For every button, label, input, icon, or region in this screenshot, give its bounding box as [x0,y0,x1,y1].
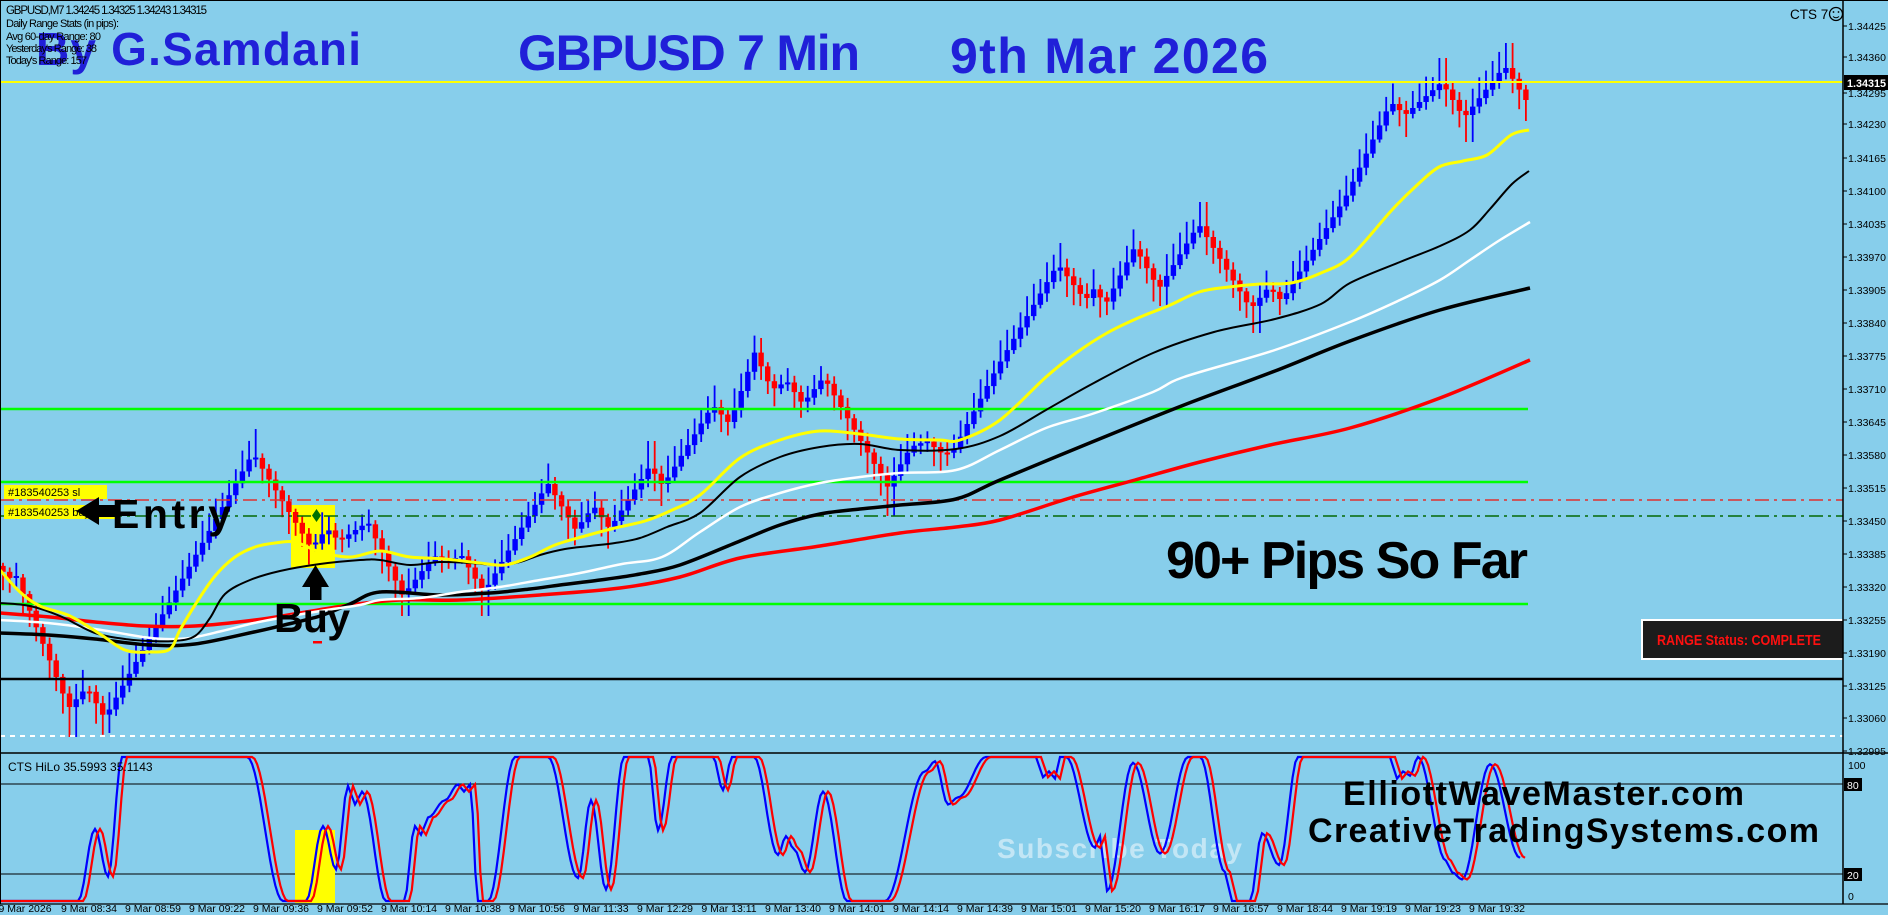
svg-text:1.33970: 1.33970 [1848,252,1886,264]
svg-text:9 Mar 19:19: 9 Mar 19:19 [1341,903,1397,915]
svg-text:1.34100: 1.34100 [1848,186,1886,198]
svg-text:9 Mar 08:59: 9 Mar 08:59 [125,903,181,915]
svg-text:Yesterday's Range: 38: Yesterday's Range: 38 [6,43,97,55]
svg-text:Today's Range: 157: Today's Range: 157 [6,55,87,67]
svg-text:ElliottWaveMaster.com: ElliottWaveMaster.com [1343,775,1744,813]
svg-text:9 Mar 09:36: 9 Mar 09:36 [253,903,309,915]
svg-text:Daily Range Stats (in pips):: Daily Range Stats (in pips): [6,18,119,30]
svg-text:9 Mar 09:22: 9 Mar 09:22 [189,903,245,915]
svg-text:GBPUSD 7 Min: GBPUSD 7 Min [518,25,860,81]
svg-text:By G.Samdani: By G.Samdani [36,23,361,75]
svg-text:20: 20 [1847,870,1859,882]
svg-text:1.33255: 1.33255 [1848,615,1886,627]
svg-text:9 Mar 15:01: 9 Mar 15:01 [1021,903,1077,915]
svg-text:9 Mar 10:56: 9 Mar 10:56 [509,903,565,915]
svg-text:1.34315: 1.34315 [1847,78,1886,90]
svg-text:9 Mar 13:11: 9 Mar 13:11 [701,903,756,915]
svg-text:1.33515: 1.33515 [1848,483,1886,495]
svg-text:1.33840: 1.33840 [1848,318,1886,330]
svg-text:CTS HiLo 35.5993 35.1143: CTS HiLo 35.5993 35.1143 [8,760,153,774]
svg-text:Avg 60-day Range: 80: Avg 60-day Range: 80 [6,31,101,43]
svg-text:1.34295: 1.34295 [1848,88,1886,100]
svg-text:1.33775: 1.33775 [1848,351,1886,363]
svg-text:9 Mar 2026: 9 Mar 2026 [0,903,52,915]
svg-text:9 Mar 14:39: 9 Mar 14:39 [957,903,1013,915]
svg-text:9 Mar 10:38: 9 Mar 10:38 [445,903,501,915]
svg-text:Entry: Entry [112,491,231,537]
svg-text:1.33580: 1.33580 [1848,450,1886,462]
svg-text:9 Mar 08:34: 9 Mar 08:34 [61,903,117,915]
svg-text:9 Mar 09:52: 9 Mar 09:52 [317,903,373,915]
svg-text:#183540253 sl: #183540253 sl [8,487,80,499]
svg-text:1.33905: 1.33905 [1848,285,1886,297]
svg-text:0: 0 [1848,891,1854,903]
svg-text:GBPUSD,M7 1.34245 1.34325 1.3: GBPUSD,M7 1.34245 1.34325 1.34243 1.3431… [6,5,207,17]
svg-text:RANGE Status: COMPLETE: RANGE Status: COMPLETE [1657,632,1821,649]
svg-text:Buy: Buy [274,595,350,641]
svg-text:1.33450: 1.33450 [1848,516,1886,528]
svg-text:9 Mar 11:33: 9 Mar 11:33 [573,903,628,915]
svg-text:9 Mar 14:14: 9 Mar 14:14 [893,903,949,915]
svg-text:80: 80 [1847,780,1859,792]
svg-text:9 Mar 10:14: 9 Mar 10:14 [381,903,437,915]
svg-text:1.32995: 1.32995 [1848,746,1886,758]
svg-text:9 Mar 12:29: 9 Mar 12:29 [637,903,693,915]
svg-text:90+ Pips So Far: 90+ Pips So Far [1166,532,1528,590]
svg-text:1.33710: 1.33710 [1848,384,1886,396]
svg-text:CTS 7: CTS 7 [1790,7,1828,22]
svg-text:9 Mar 15:20: 9 Mar 15:20 [1085,903,1141,915]
svg-text:1.33385: 1.33385 [1848,549,1886,561]
svg-text:1.33645: 1.33645 [1848,417,1886,429]
svg-text:1.33190: 1.33190 [1848,648,1886,660]
svg-text:9 Mar 19:32: 9 Mar 19:32 [1469,903,1525,915]
svg-text:9 Mar 16:57: 9 Mar 16:57 [1213,903,1269,915]
svg-text:1.33125: 1.33125 [1848,681,1886,693]
svg-text:#183540253 buy: #183540253 buy [8,507,90,519]
svg-text:9 Mar 19:23: 9 Mar 19:23 [1405,903,1461,915]
svg-text:1.34035: 1.34035 [1848,219,1886,231]
svg-text:1.33320: 1.33320 [1848,582,1886,594]
svg-text:1.34360: 1.34360 [1848,52,1886,64]
svg-text:1.33060: 1.33060 [1848,713,1886,725]
svg-text:9 Mar 16:17: 9 Mar 16:17 [1149,903,1205,915]
svg-text:1.34165: 1.34165 [1848,153,1886,165]
svg-text:CreativeTradingSystems.com: CreativeTradingSystems.com [1308,812,1819,850]
svg-text:9th Mar 2026: 9th Mar 2026 [950,28,1268,84]
svg-text:9 Mar 18:44: 9 Mar 18:44 [1277,903,1333,915]
svg-text:1.34230: 1.34230 [1848,119,1886,131]
svg-text:1.34425: 1.34425 [1848,21,1886,33]
svg-text:9 Mar 14:01: 9 Mar 14:01 [829,903,885,915]
svg-text:100: 100 [1848,760,1866,772]
svg-text:9 Mar 13:40: 9 Mar 13:40 [765,903,821,915]
